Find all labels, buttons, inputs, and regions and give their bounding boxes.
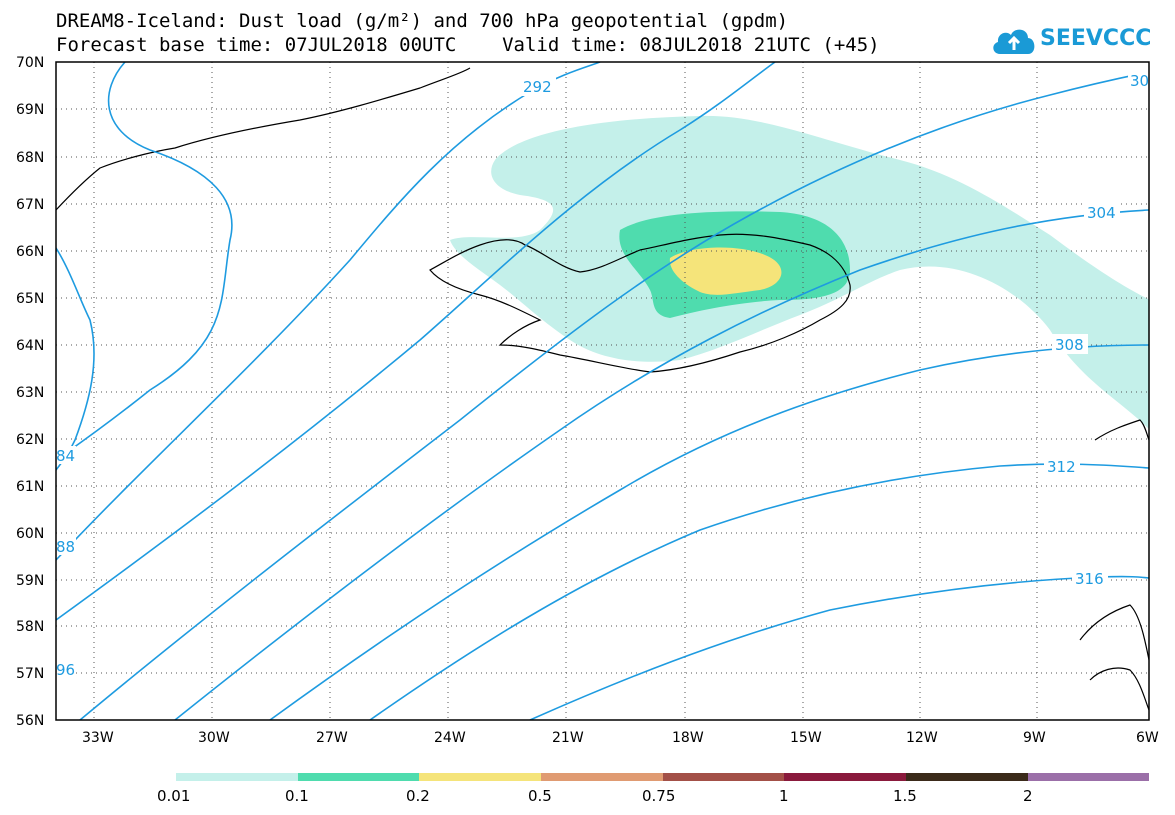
scotland-coast	[1079, 604, 1149, 711]
legend-swatch	[298, 773, 419, 781]
lat-label: 67N	[16, 197, 44, 213]
dust-level-0.2	[669, 247, 782, 295]
legend-swatch	[906, 773, 1028, 781]
contour-label-292: 292	[523, 78, 552, 96]
contour-label-30: 30	[1130, 72, 1149, 90]
lat-label: 60N	[16, 526, 44, 542]
legend-label: 0.75	[642, 787, 675, 805]
legend-label: 0.01	[157, 787, 190, 805]
legend-swatch	[663, 773, 784, 781]
latitude-labels: 70N 69N 68N 67N 66N 65N 64N 63N 62N 61N …	[16, 55, 44, 729]
contour-304	[174, 209, 1149, 720]
contour-label-308: 308	[1055, 336, 1084, 354]
greenland-coast	[56, 67, 471, 211]
contour-label-316: 316	[1075, 570, 1104, 588]
map-subtitle: Forecast base time: 07JUL2018 00UTC Vali…	[56, 34, 880, 56]
lat-label: 57N	[16, 666, 44, 682]
contour-296	[56, 62, 776, 621]
lat-label: 59N	[16, 573, 44, 589]
seevccc-logo: SEEVCCC	[990, 20, 1160, 62]
lon-label: 24W	[434, 730, 466, 746]
lon-label: 12W	[906, 730, 938, 746]
lon-label: 33W	[82, 730, 114, 746]
lat-label: 63N	[16, 385, 44, 401]
contour-316	[529, 575, 1149, 720]
map-frame	[55, 61, 1150, 721]
lon-label: 18W	[672, 730, 704, 746]
contour-label-312: 312	[1047, 458, 1076, 476]
legend-swatch	[176, 773, 298, 781]
lon-label: 21W	[552, 730, 584, 746]
lon-label: 30W	[198, 730, 230, 746]
legend-label: 0.1	[285, 787, 309, 805]
legend-label: 0.2	[406, 787, 430, 805]
legend-swatch	[419, 773, 541, 781]
contour-312	[369, 463, 1149, 720]
lon-label: 27W	[316, 730, 348, 746]
legend: 0.01 0.1 0.2 0.5 0.75 1 1.5 2	[157, 773, 1149, 805]
legend-swatch	[784, 773, 906, 781]
lat-label: 61N	[16, 479, 44, 495]
contour-label-88: 88	[56, 538, 75, 556]
contour-label-304: 304	[1087, 204, 1116, 222]
lon-label: 6W	[1136, 730, 1159, 746]
norway-coast-north	[1094, 419, 1149, 441]
longitude-labels: 33W 30W 27W 24W 21W 18W 15W 12W 9W 6W	[82, 730, 1159, 746]
contour-300	[79, 71, 1149, 720]
lon-label: 15W	[790, 730, 822, 746]
legend-label: 1	[779, 787, 789, 805]
lat-label: 66N	[16, 244, 44, 260]
lat-label: 65N	[16, 291, 44, 307]
coastline	[56, 67, 1149, 711]
lat-label: 64N	[16, 338, 44, 354]
contour-label-84: 84	[56, 447, 75, 465]
lat-label: 62N	[16, 432, 44, 448]
lat-label: 58N	[16, 619, 44, 635]
legend-label: 1.5	[893, 787, 917, 805]
legend-swatch	[1028, 773, 1149, 781]
contour-labels: 292 304 308 312 316 30 84 88 96	[56, 70, 1150, 679]
cloud-upload-icon	[993, 29, 1035, 54]
lon-label: 9W	[1023, 730, 1046, 746]
lat-label: 70N	[16, 55, 44, 71]
contour-308	[269, 344, 1149, 720]
logo-text: SEEVCCC	[1040, 26, 1152, 51]
legend-label: 0.5	[528, 787, 552, 805]
contour-label-96: 96	[56, 661, 75, 679]
dust-field	[450, 115, 1149, 430]
contour-292	[56, 62, 601, 561]
contour-left-a	[56, 62, 233, 461]
legend-swatch	[541, 773, 663, 781]
legend-label: 2	[1023, 787, 1033, 805]
lat-label: 69N	[16, 102, 44, 118]
iceland-coast	[429, 233, 851, 373]
lat-label: 56N	[16, 713, 44, 729]
map-title: DREAM8-Iceland: Dust load (g/m²) and 700…	[56, 10, 789, 32]
lat-label: 68N	[16, 150, 44, 166]
graticule	[56, 62, 1149, 720]
